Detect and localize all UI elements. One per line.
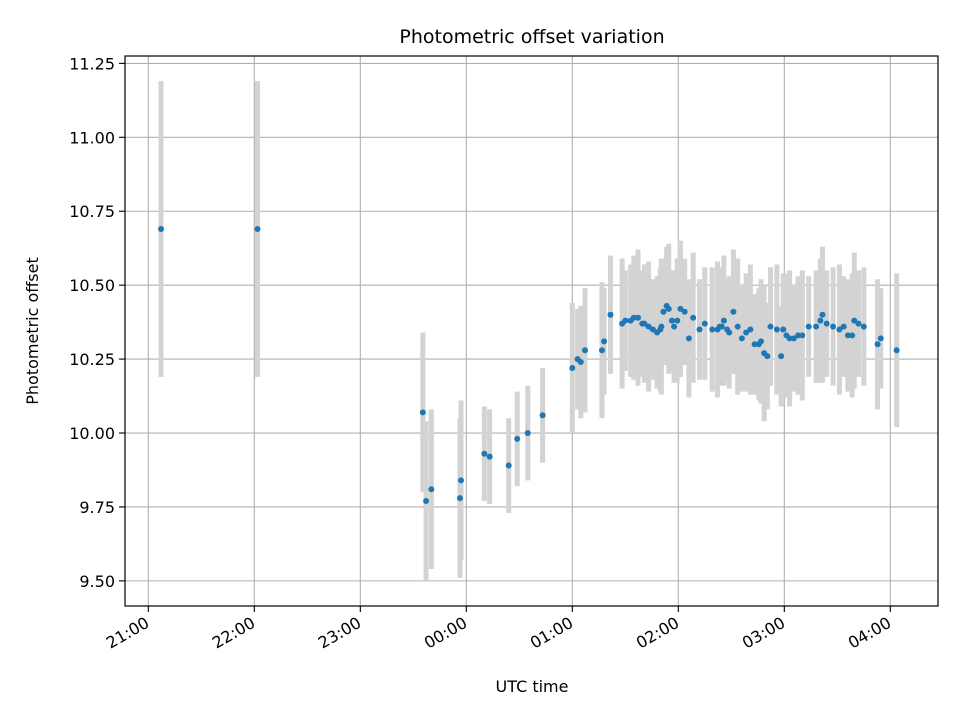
data-point: [665, 305, 672, 312]
data-point: [701, 320, 708, 327]
data-point: [795, 332, 802, 339]
data-point: [622, 317, 629, 324]
data-point: [751, 341, 758, 348]
data-point: [423, 498, 430, 505]
data-point: [786, 335, 793, 342]
data-point: [819, 311, 826, 318]
data-point: [649, 326, 656, 333]
data-point: [254, 225, 261, 232]
data-point: [718, 323, 725, 330]
data-point: [486, 453, 493, 460]
data-point: [849, 332, 856, 339]
data-point: [726, 329, 733, 336]
data-point: [428, 486, 435, 493]
data-point: [505, 462, 512, 469]
data-point: [681, 308, 688, 315]
data-points: [158, 225, 900, 505]
data-point: [158, 225, 165, 232]
data-point: [730, 308, 737, 315]
data-point: [539, 412, 546, 419]
y-tick-label: 10.50: [69, 276, 115, 295]
data-point: [893, 347, 900, 354]
data-point: [630, 314, 637, 321]
data-point: [851, 317, 858, 324]
y-axis-ticks: 9.50 9.75 10.00 10.25 10.50 10.75 11.00 11.25: [69, 54, 125, 591]
data-point: [419, 409, 426, 416]
x-axis-label: UTC time: [496, 677, 569, 696]
data-point: [743, 329, 750, 336]
data-point: [734, 323, 741, 330]
data-point: [778, 353, 785, 360]
data-point: [860, 323, 867, 330]
data-point: [635, 314, 642, 321]
data-point: [805, 323, 812, 330]
data-point: [524, 430, 531, 437]
data-point: [658, 323, 665, 330]
plot-frame: [124, 55, 939, 607]
data-point: [767, 323, 774, 330]
data-point: [582, 347, 589, 354]
chart-title: Photometric offset variation: [399, 26, 664, 48]
data-point: [709, 326, 716, 333]
data-point: [674, 317, 681, 324]
y-tick-label: 10.00: [69, 424, 115, 443]
data-point: [598, 347, 605, 354]
data-point: [773, 326, 780, 333]
y-tick-label: 9.50: [79, 572, 115, 591]
data-point: [764, 353, 771, 360]
data-point: [799, 332, 806, 339]
data-point: [830, 323, 837, 330]
data-point: [696, 326, 703, 333]
data-point: [823, 320, 830, 327]
data-point: [607, 311, 614, 318]
y-tick-label: 10.75: [69, 202, 115, 221]
data-point: [836, 326, 843, 333]
y-tick-label: 9.75: [79, 498, 115, 517]
grid-lines: [125, 56, 938, 606]
data-point: [874, 341, 881, 348]
data-point: [481, 450, 488, 457]
data-point: [747, 326, 754, 333]
data-point: [641, 320, 648, 327]
data-point: [877, 335, 884, 342]
data-point: [738, 335, 745, 342]
data-point: [660, 308, 667, 315]
y-tick-label: 11.25: [69, 54, 115, 73]
data-point: [668, 317, 675, 324]
data-point: [840, 323, 847, 330]
data-point: [569, 364, 576, 371]
data-point: [671, 323, 678, 330]
data-point: [690, 314, 697, 321]
data-point: [844, 332, 851, 339]
data-point: [780, 326, 787, 333]
data-point: [790, 335, 797, 342]
data-point: [677, 305, 684, 312]
data-point: [720, 317, 727, 324]
y-tick-label: 10.25: [69, 350, 115, 369]
data-point: [813, 323, 820, 330]
data-point: [514, 435, 521, 442]
y-axis-label: Photometric offset: [23, 257, 42, 405]
y-tick-label: 11.00: [69, 128, 115, 147]
data-point: [855, 320, 862, 327]
data-point: [577, 359, 584, 366]
data-point: [757, 338, 764, 345]
data-point: [685, 335, 692, 342]
data-point: [817, 317, 824, 324]
data-point: [458, 477, 465, 484]
data-point: [456, 495, 463, 502]
data-point: [645, 323, 652, 330]
data-point: [601, 338, 608, 345]
